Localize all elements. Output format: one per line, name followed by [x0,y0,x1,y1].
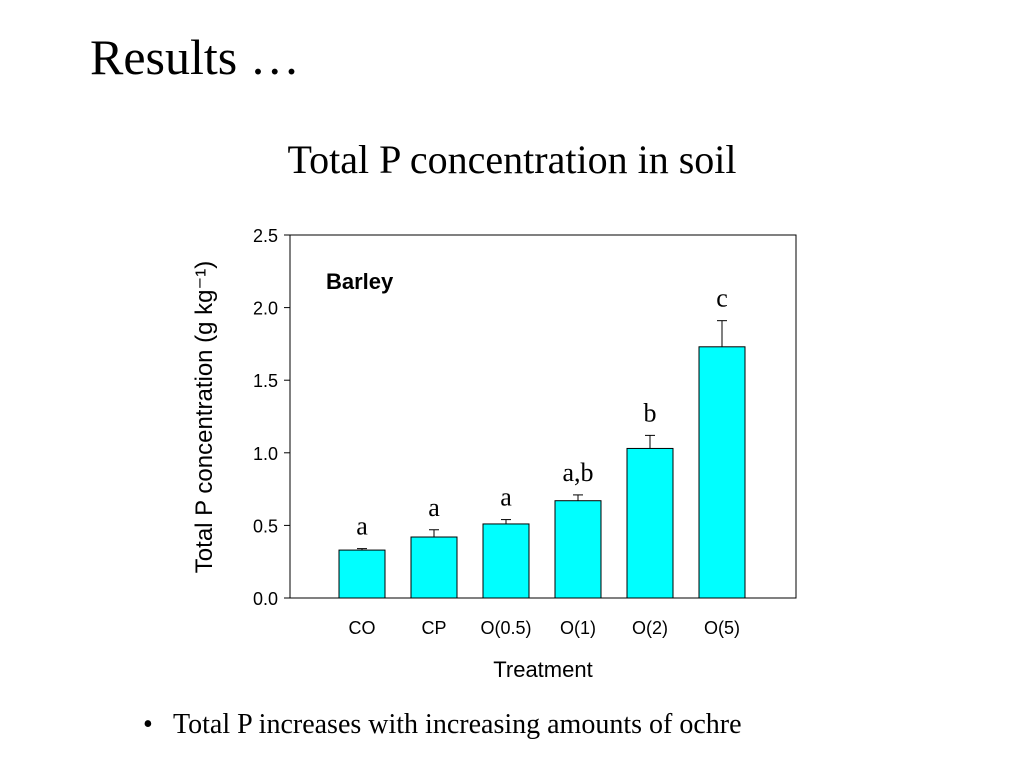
significance-label-1: a [428,493,440,522]
bar-4 [626,447,674,599]
bullet-text: Total P increases with increasing amount… [173,709,742,740]
x-tick-label-3: O(1) [560,618,596,638]
plot-frame [289,234,797,599]
x-tick-label-4: O(2) [632,618,668,638]
x-tick-label-0: CO [349,618,376,638]
slide-title: Results … [90,29,300,85]
bullet-point: • Total P increases with increasing amoun… [143,708,742,742]
x-axis-label: Treatment [493,657,592,682]
y-tick-label-5: 2.5 [253,226,278,246]
y-tick-label-2: 1.0 [253,444,278,464]
y-tick-label-3: 1.5 [253,371,278,391]
bar-1 [410,536,458,599]
x-tick-label-1: CP [421,618,446,638]
y-tick-label-0: 0.0 [253,589,278,609]
significance-label-5: c [716,284,728,313]
bar-2 [482,523,530,599]
y-axis-label: Total P concentration (g kg⁻¹) [191,261,218,573]
bar-5 [698,346,746,599]
significance-label-3: a,b [562,458,593,487]
significance-label-4: b [644,398,657,427]
y-tick-label-1: 0.5 [253,516,278,536]
x-tick-label-5: O(5) [704,618,740,638]
chart-title: Total P concentration in soil [287,137,737,182]
bar-0 [338,549,386,599]
bar-3 [554,500,602,599]
y-tick-label-4: 2.0 [253,299,278,319]
panel-label: Barley [326,269,394,294]
significance-label-2: a [500,483,512,512]
significance-label-0: a [356,512,368,541]
x-tick-label-2: O(0.5) [480,618,531,638]
bullet-icon: • [143,709,153,740]
